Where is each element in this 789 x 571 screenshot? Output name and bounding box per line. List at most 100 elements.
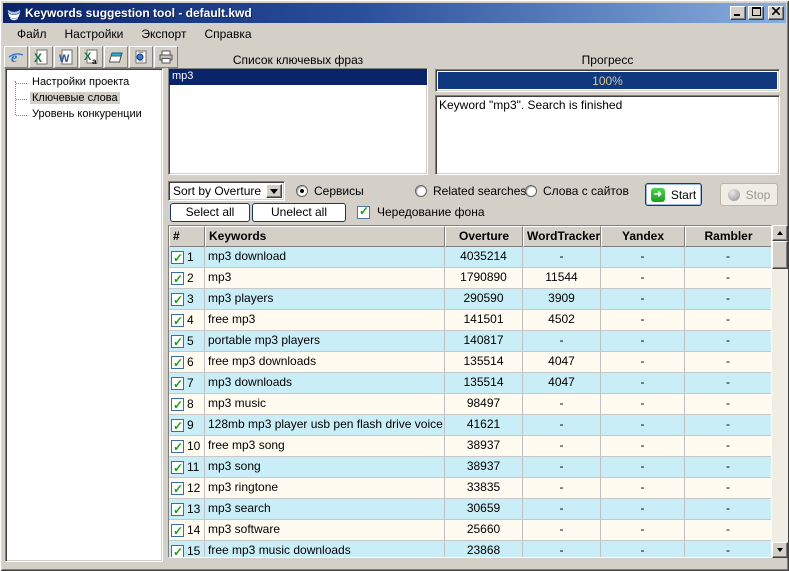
- row-checkbox[interactable]: ✓: [171, 271, 184, 286]
- wordtracker-cell: 11544: [523, 268, 601, 289]
- tree-item[interactable]: Ключевые слова: [12, 91, 162, 107]
- overture-cell: 4035214: [445, 247, 523, 268]
- radio-icon[interactable]: [296, 185, 308, 197]
- yandex-cell: -: [601, 352, 685, 373]
- radio-icon[interactable]: [415, 185, 427, 197]
- table-row[interactable]: ✓ 2 mp3 1790890 11544 - -: [169, 268, 771, 289]
- menu-item[interactable]: Справка: [204, 26, 252, 41]
- table-row[interactable]: ✓ 3 mp3 players 290590 3909 - -: [169, 289, 771, 310]
- check-icon: ✓: [173, 355, 184, 370]
- table-row[interactable]: ✓ 15 free mp3 music downloads 23868 - - …: [169, 541, 771, 557]
- row-checkbox[interactable]: ✓: [171, 355, 184, 370]
- row-checkbox[interactable]: ✓: [171, 460, 184, 475]
- stop-button[interactable]: Stop: [720, 183, 778, 206]
- radio-option[interactable]: Related searches: [415, 184, 526, 198]
- wordtracker-cell: -: [523, 478, 601, 499]
- column-header[interactable]: Overture: [445, 226, 523, 247]
- table-row[interactable]: ✓ 6 free mp3 downloads 135514 4047 - -: [169, 352, 771, 373]
- yandex-cell: -: [601, 478, 685, 499]
- check-icon: ✓: [173, 271, 184, 286]
- scroll-down-icon[interactable]: [772, 542, 788, 558]
- column-header[interactable]: Yandex: [601, 226, 685, 247]
- menu-item[interactable]: Экспорт: [141, 26, 187, 41]
- word-export-icon[interactable]: W: [54, 46, 78, 68]
- row-checkbox[interactable]: ✓: [171, 523, 184, 538]
- minimize-button[interactable]: [730, 6, 746, 20]
- ie-export-icon[interactable]: e: [4, 46, 28, 68]
- start-button[interactable]: ➜ Start: [645, 183, 702, 206]
- check-icon: ✓: [173, 523, 184, 538]
- column-header[interactable]: Rambler: [685, 226, 771, 247]
- overture-cell: 41621: [445, 415, 523, 436]
- keywords-table: # Keywords Overture WordTracker Yandex Ramble…: [168, 225, 772, 558]
- row-checkbox[interactable]: ✓: [171, 250, 184, 265]
- check-icon: ✓: [359, 203, 370, 218]
- unselect-all-button[interactable]: Unelect all: [252, 203, 346, 222]
- maximize-button[interactable]: [748, 6, 764, 20]
- menu-item[interactable]: Файл: [17, 26, 47, 41]
- tree-item[interactable]: Уровень конкуренции: [12, 107, 162, 123]
- table-row[interactable]: ✓ 1 mp3 download 4035214 - - -: [169, 247, 771, 268]
- table-row[interactable]: ✓ 13 mp3 search 30659 - - -: [169, 499, 771, 520]
- row-checkbox[interactable]: ✓: [171, 481, 184, 496]
- row-checkbox[interactable]: ✓: [171, 544, 184, 557]
- overture-cell: 135514: [445, 373, 523, 394]
- table-scrollbar[interactable]: [772, 225, 788, 558]
- table-row[interactable]: ✓ 12 mp3 ringtone 33835 - - -: [169, 478, 771, 499]
- rambler-cell: -: [685, 436, 771, 457]
- row-number: 12: [187, 480, 201, 495]
- excel-export-icon[interactable]: X: [29, 46, 53, 68]
- rambler-cell: -: [685, 520, 771, 541]
- select-all-button[interactable]: Select all: [170, 203, 250, 222]
- keyword-phrases-listbox[interactable]: mp3: [168, 68, 428, 175]
- row-number: 10: [187, 438, 201, 453]
- tree-item[interactable]: Настройки проекта: [12, 75, 162, 91]
- overture-cell: 140817: [445, 331, 523, 352]
- alternate-bg-checkbox[interactable]: ✓: [357, 203, 370, 219]
- table-row[interactable]: ✓ 14 mp3 software 25660 - - -: [169, 520, 771, 541]
- row-checkbox[interactable]: ✓: [171, 334, 184, 349]
- svg-text:X: X: [34, 51, 42, 65]
- radio-option[interactable]: Слова с сайтов: [525, 184, 629, 198]
- table-row[interactable]: ✓ 5 portable mp3 players 140817 - - -: [169, 331, 771, 352]
- column-header[interactable]: WordTracker: [523, 226, 601, 247]
- alternate-bg-checkbox-row[interactable]: ✓ Чередование фона: [357, 203, 485, 219]
- row-checkbox[interactable]: ✓: [171, 502, 184, 517]
- row-number: 14: [187, 522, 201, 537]
- row-checkbox[interactable]: ✓: [171, 313, 184, 328]
- column-header[interactable]: Keywords: [205, 226, 445, 247]
- scrollbar-thumb[interactable]: [772, 241, 788, 269]
- yandex-cell: -: [601, 289, 685, 310]
- table-row[interactable]: ✓ 9 128mb mp3 player usb pen flash drive…: [169, 415, 771, 436]
- scroll-up-icon[interactable]: [772, 225, 788, 241]
- table-row[interactable]: ✓ 10 free mp3 song 38937 - - -: [169, 436, 771, 457]
- menu-item[interactable]: Настройки: [64, 26, 124, 41]
- table-row[interactable]: ✓ 4 free mp3 141501 4502 - -: [169, 310, 771, 331]
- book-icon[interactable]: [104, 46, 128, 68]
- document-globe-icon[interactable]: [129, 46, 153, 68]
- column-header[interactable]: #: [169, 226, 205, 247]
- sort-dropdown-value: Sort by Overture: [173, 184, 262, 198]
- radio-icon[interactable]: [525, 185, 537, 197]
- row-checkbox[interactable]: ✓: [171, 397, 184, 412]
- row-checkbox[interactable]: ✓: [171, 376, 184, 391]
- radio-option[interactable]: Сервисы: [296, 184, 364, 198]
- table-row[interactable]: ✓ 11 mp3 song 38937 - - -: [169, 457, 771, 478]
- wordtracker-cell: -: [523, 457, 601, 478]
- overture-cell: 141501: [445, 310, 523, 331]
- printer-icon[interactable]: [154, 46, 178, 68]
- title-bar[interactable]: Keywords suggestion tool - default.kwd: [3, 3, 786, 23]
- dropdown-button[interactable]: [266, 184, 282, 198]
- table-row[interactable]: ✓ 7 mp3 downloads 135514 4047 - -: [169, 373, 771, 394]
- row-checkbox[interactable]: ✓: [171, 418, 184, 433]
- table-row[interactable]: ✓ 8 mp3 music 98497 - - -: [169, 394, 771, 415]
- keyword-cell: mp3 downloads: [205, 373, 445, 394]
- row-checkbox[interactable]: ✓: [171, 292, 184, 307]
- close-button[interactable]: [768, 6, 784, 20]
- row-checkbox[interactable]: ✓: [171, 439, 184, 454]
- phrase-list-item[interactable]: mp3: [169, 69, 427, 85]
- rambler-cell: -: [685, 541, 771, 557]
- sort-dropdown[interactable]: Sort by Overture: [168, 181, 285, 201]
